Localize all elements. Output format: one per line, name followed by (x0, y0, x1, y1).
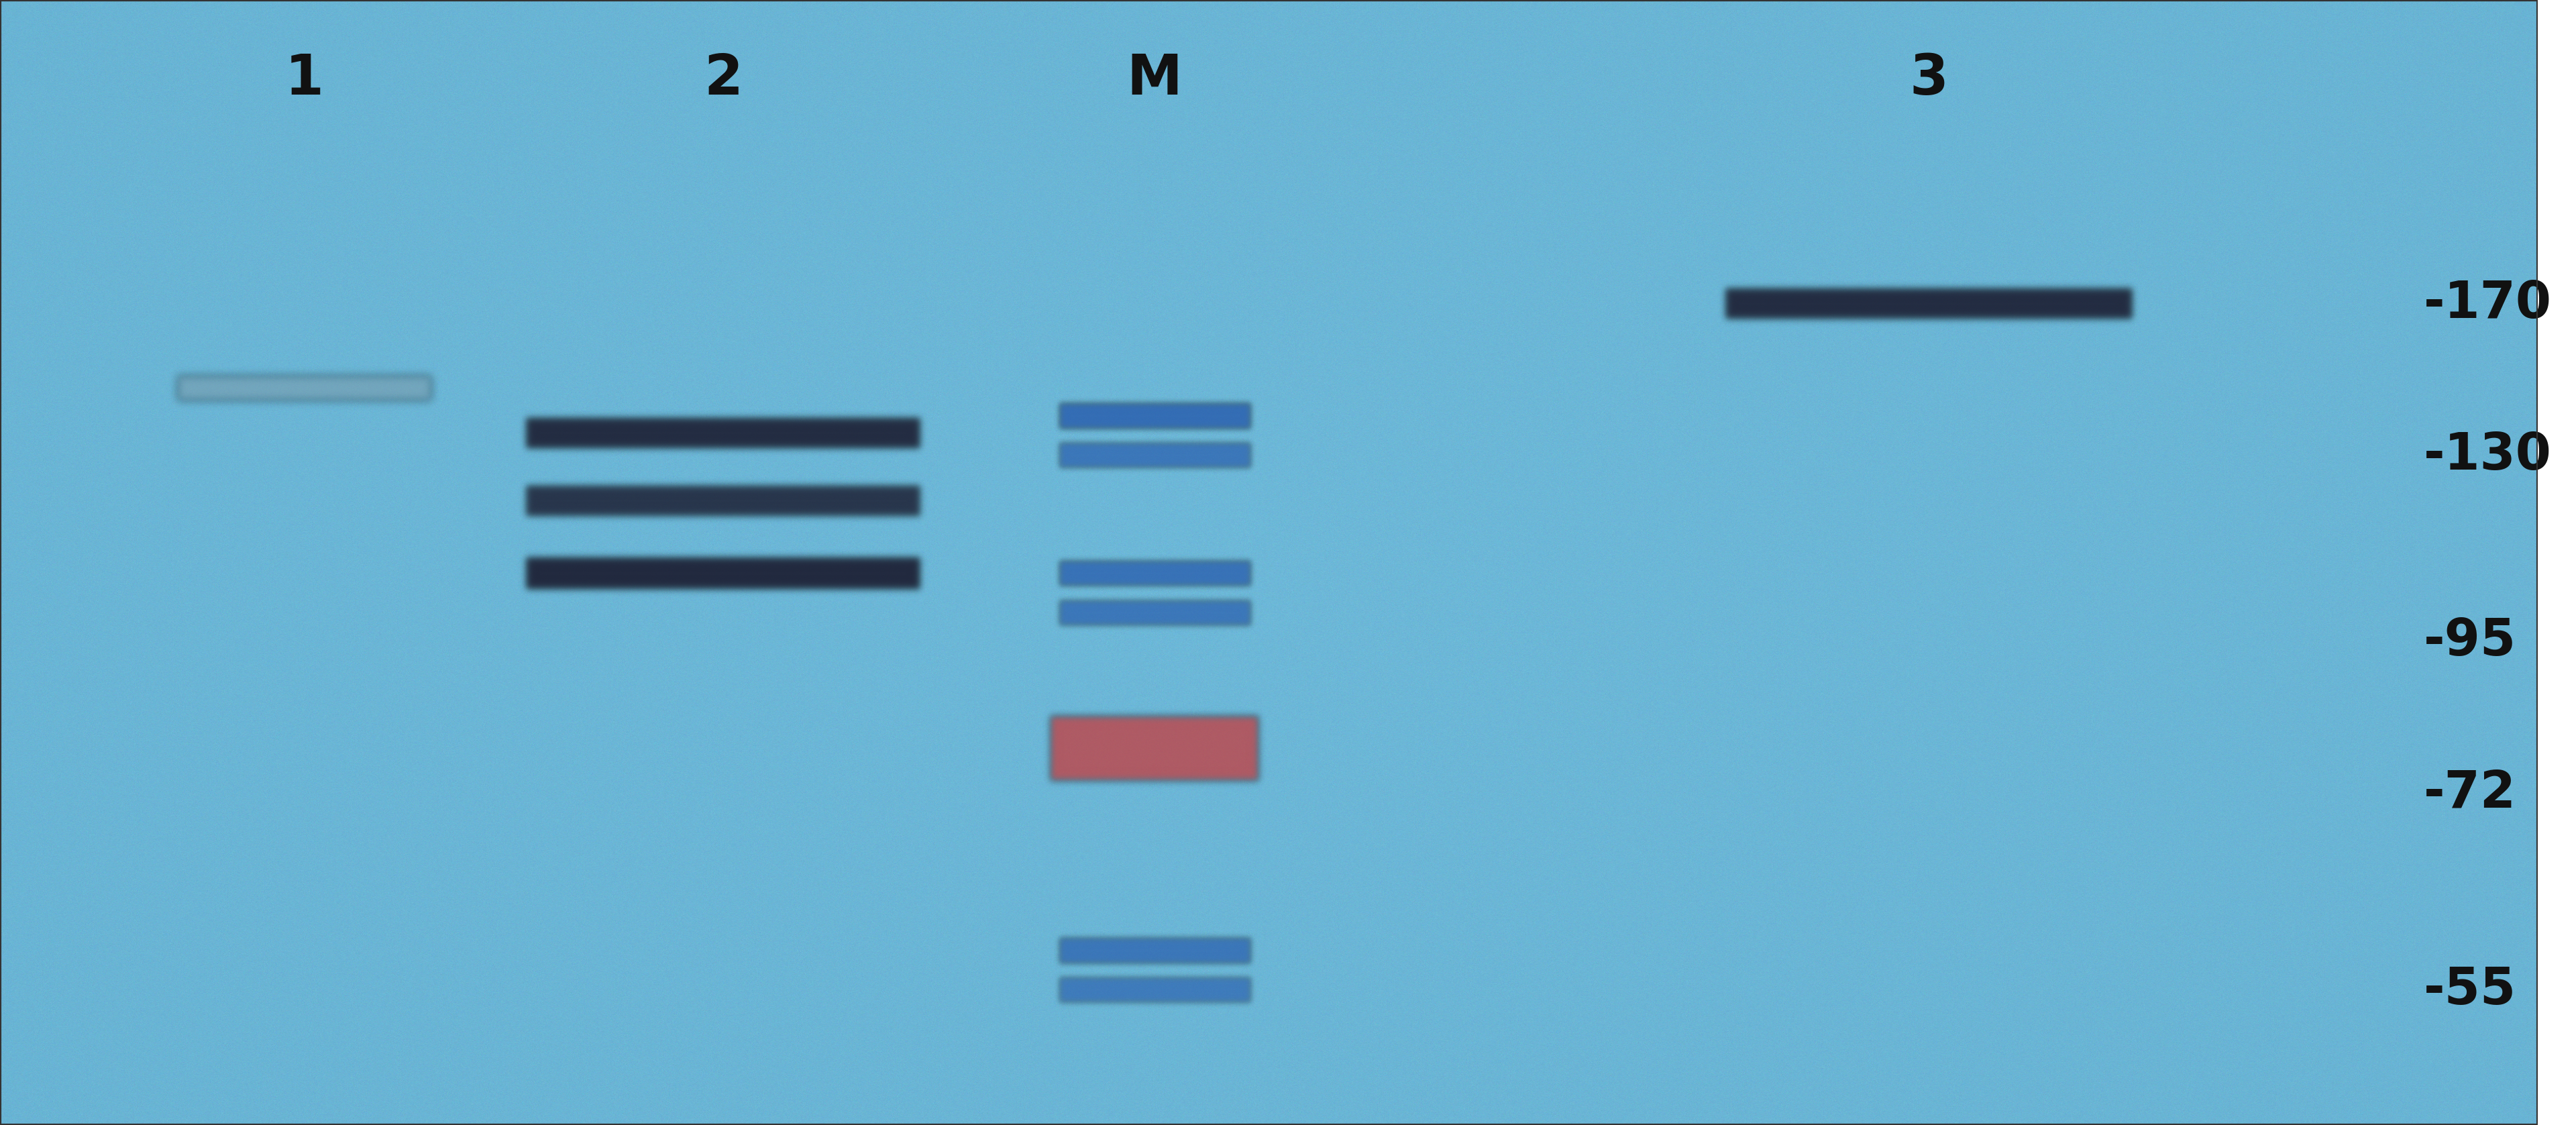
Text: M: M (1126, 52, 1182, 106)
Text: -170: -170 (2424, 279, 2553, 328)
Text: -55: -55 (2424, 965, 2517, 1015)
Text: -95: -95 (2424, 616, 2517, 666)
Text: -72: -72 (2424, 768, 2517, 818)
Text: 1: 1 (286, 52, 325, 106)
Text: 2: 2 (703, 52, 742, 106)
Text: -130: -130 (2424, 431, 2553, 480)
Text: 3: 3 (1909, 52, 1947, 106)
